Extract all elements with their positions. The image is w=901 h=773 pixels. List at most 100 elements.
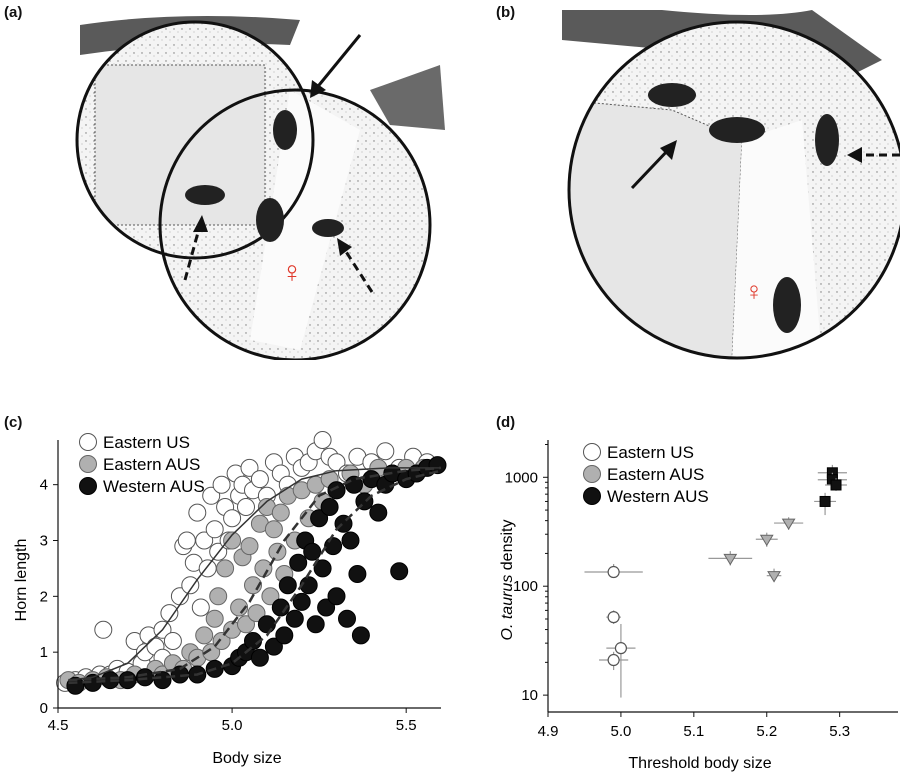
arrow-dashed-left [183,224,202,281]
data-point-western-aus [136,668,154,687]
x-tick-label: 4.9 [538,723,559,740]
panel-a-illustration: ♀ [60,10,450,360]
panel-b-label: (b) [496,4,516,21]
data-point-eastern-aus [247,604,266,623]
data-point-eastern-us [202,486,221,505]
magnifier-circle-right [158,88,432,360]
data-point-eastern-us [614,642,628,655]
data-point-eastern-aus [759,534,774,547]
data-point-eastern-us [607,565,620,579]
data-point-western-aus [369,503,388,522]
y-tick-label: 100 [513,578,538,595]
chart-d-plot-area [584,464,847,698]
data-point-western-aus [264,637,283,656]
data-point-eastern-us [160,604,179,623]
arrow-solid-b [630,146,672,190]
data-point-western-aus [153,671,172,690]
data-point-western-aus [324,537,343,556]
chart-d-axes: 4.9 5.0 5.1 5.2 5.3 10 100 1000 [505,440,898,740]
chart-d-x-axis-label: Threshold body size [628,755,771,772]
chart-d-y-axis-label-species: O. taurus [499,575,516,641]
panel-a-label: (a) [4,4,23,21]
tunnel-path [250,90,360,350]
beetle-top [273,110,297,150]
data-point-eastern-us [607,611,620,624]
legend-marker-eastern-aus [79,455,97,473]
data-point-western-aus [271,598,290,617]
beetle-b1 [648,83,696,107]
chart-c-axes: 4.5 5.0 5.5 0 1 2 3 4 [40,440,441,734]
fit-curve-eastern-aus [68,466,442,682]
data-point-eastern-us [94,620,113,639]
legend-label-eastern-us: Eastern US [607,443,694,462]
data-point-eastern-us [195,531,214,550]
data-point-western-aus [320,498,339,516]
y-tick-label: 3 [40,533,48,550]
data-point-eastern-us [177,531,196,550]
data-point-eastern-us [205,520,224,539]
panel-c-label: (c) [4,414,23,431]
arrow-solid [313,34,362,91]
data-point-western-aus [275,626,294,645]
data-point-eastern-us [163,632,182,650]
data-point-eastern-us [191,598,210,617]
data-point-eastern-us [181,576,200,595]
chart-d-y-axis-label-rest: density [499,520,516,575]
chart-c-plot-area [56,431,447,695]
chart-d-legend: Eastern US Eastern AUS Western AUS [583,443,709,506]
stone-block [94,64,266,226]
x-tick-label: 5.3 [829,723,850,740]
data-point-western-aus [390,562,409,581]
data-point-western-aus [338,609,356,628]
data-point-western-aus [313,559,332,578]
legend-marker-western-aus [583,487,601,505]
legend-label-eastern-aus: Eastern AUS [103,455,200,474]
data-point-eastern-us [250,470,269,489]
legend-label-eastern-aus: Eastern AUS [607,465,704,484]
x-tick-label: 4.5 [48,717,69,734]
data-point-western-aus [348,565,367,583]
data-point-western-aus [327,587,346,606]
data-point-eastern-aus [767,571,781,583]
chart-c: 4.5 5.0 5.5 0 1 2 3 4 Body size Horn length Eas… [13,431,447,767]
beetle-b3 [815,114,839,166]
data-point-eastern-us [313,431,332,449]
data-point-eastern-us [607,653,620,667]
arrow-dashed-right [341,246,374,293]
female-symbol-a: ♀ [281,256,304,289]
data-point-western-aus [285,609,304,628]
data-point-western-aus [819,495,831,507]
legend-label-western-aus: Western AUS [103,477,205,496]
y-tick-label: 0 [40,700,48,717]
chart-d-y-axis-label: O. taurus density [499,520,516,641]
data-point-eastern-aus [209,587,228,606]
data-point-eastern-aus [723,553,738,566]
data-point-western-aus [327,481,346,500]
dark-soil-right [370,65,445,130]
y-tick-label: 1000 [505,469,538,486]
data-point-eastern-aus [195,626,214,645]
data-point-eastern-aus [237,615,255,634]
data-point-eastern-aus [271,503,290,522]
x-tick-label: 5.5 [396,717,417,734]
data-point-western-aus [289,553,308,572]
data-point-eastern-us [188,503,207,522]
y-tick-label: 1 [40,644,48,661]
beetle-right [312,219,344,237]
chart-c-y-axis-label: Horn length [13,539,30,622]
data-point-western-aus [257,615,276,634]
legend-marker-eastern-aus [583,465,601,483]
data-point-eastern-aus [254,559,273,578]
stone-block-b [569,99,743,358]
data-point-eastern-aus [205,609,224,628]
fit-curve-western-aus [68,469,442,685]
panel-b-illustration: ♀ [562,10,900,360]
x-tick-label: 5.0 [222,717,243,734]
beetle-center [256,198,284,242]
y-tick-label: 10 [521,687,538,704]
data-point-western-aus [292,592,311,611]
data-point-eastern-aus [223,531,242,550]
data-point-western-aus [306,615,325,634]
y-tick-label: 2 [40,588,48,605]
female-symbol-b: ♀ [744,276,764,306]
